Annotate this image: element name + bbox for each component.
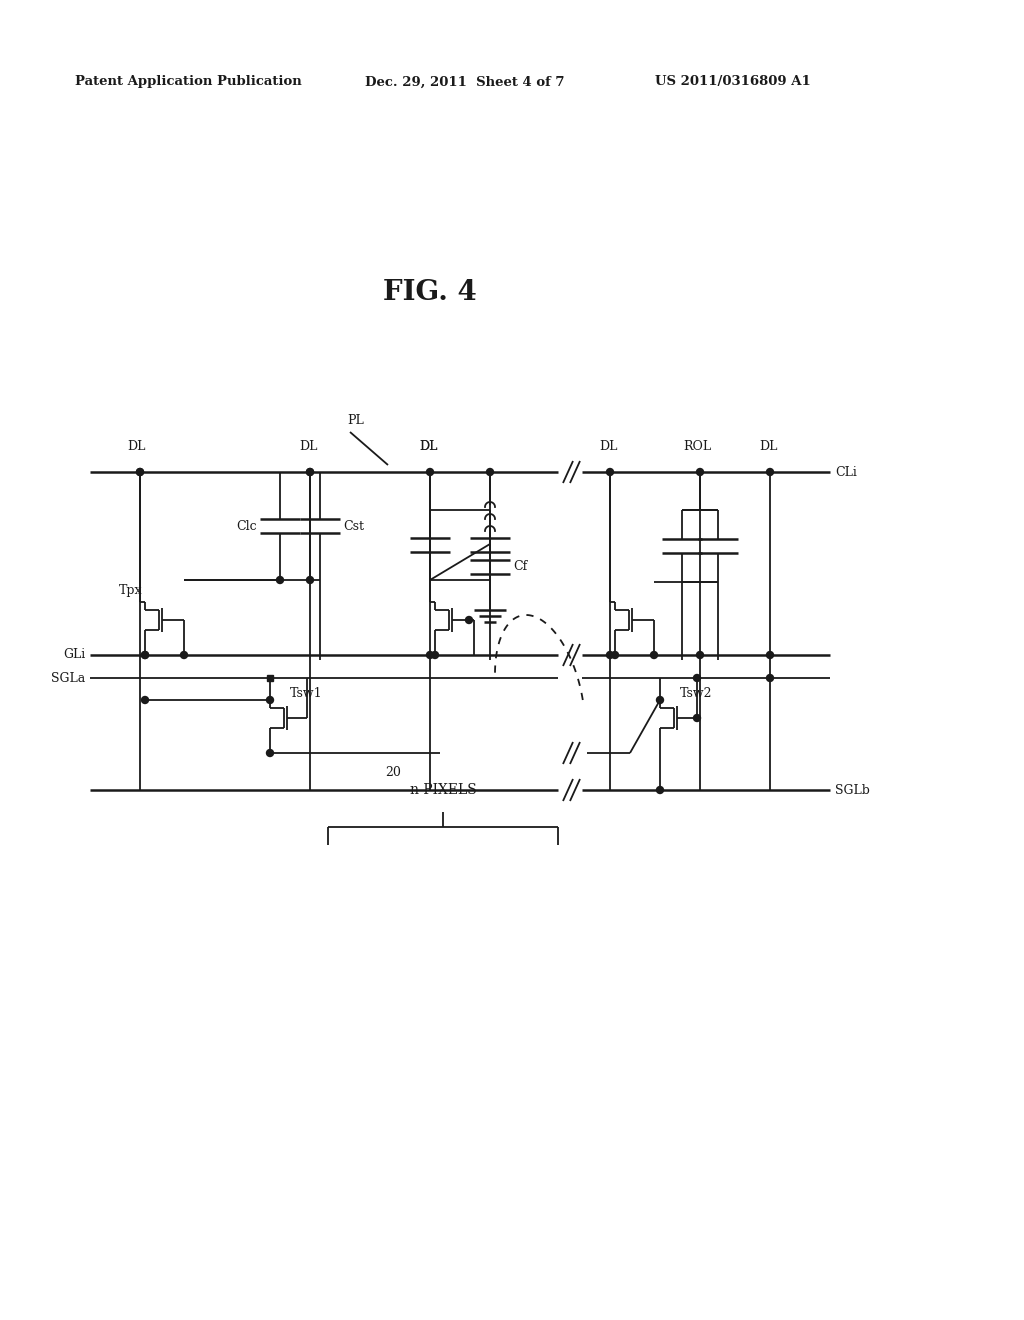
Circle shape — [656, 787, 664, 793]
Text: 20: 20 — [385, 767, 400, 780]
Text: Tsw2: Tsw2 — [680, 686, 713, 700]
Circle shape — [767, 652, 773, 659]
Circle shape — [141, 652, 148, 659]
Circle shape — [693, 714, 700, 722]
Circle shape — [306, 469, 313, 475]
Text: DL: DL — [419, 441, 437, 454]
Circle shape — [136, 469, 143, 475]
Circle shape — [141, 652, 148, 659]
Circle shape — [767, 469, 773, 475]
Text: DL: DL — [419, 441, 437, 454]
Circle shape — [266, 750, 273, 756]
Circle shape — [427, 652, 433, 659]
Circle shape — [650, 652, 657, 659]
Circle shape — [276, 577, 284, 583]
Circle shape — [306, 469, 313, 475]
Circle shape — [767, 675, 773, 681]
Circle shape — [431, 652, 438, 659]
Text: SGLa: SGLa — [51, 672, 85, 685]
Circle shape — [606, 652, 613, 659]
Text: ROL: ROL — [683, 441, 711, 454]
Circle shape — [696, 652, 703, 659]
Text: SGLb: SGLb — [835, 784, 869, 796]
Text: n PIXELS: n PIXELS — [410, 783, 476, 797]
Circle shape — [180, 652, 187, 659]
Circle shape — [696, 469, 703, 475]
Text: PL: PL — [347, 413, 364, 426]
Circle shape — [693, 675, 700, 681]
Circle shape — [606, 469, 613, 475]
Circle shape — [141, 697, 148, 704]
Bar — [267, 675, 273, 681]
Circle shape — [656, 697, 664, 704]
Text: FIG. 4: FIG. 4 — [383, 280, 477, 306]
Text: DL: DL — [759, 441, 777, 454]
Text: Patent Application Publication: Patent Application Publication — [75, 75, 302, 88]
Circle shape — [266, 697, 273, 704]
Text: Clc: Clc — [237, 520, 257, 532]
Circle shape — [611, 652, 618, 659]
Text: DL: DL — [299, 441, 317, 454]
Circle shape — [466, 616, 472, 623]
Circle shape — [486, 469, 494, 475]
Text: Tpx: Tpx — [119, 583, 142, 597]
Text: GLi: GLi — [62, 648, 85, 661]
Text: DL: DL — [599, 441, 617, 454]
Text: DL: DL — [127, 441, 145, 454]
Text: Tsw1: Tsw1 — [290, 686, 323, 700]
Circle shape — [306, 577, 313, 583]
Circle shape — [136, 469, 143, 475]
Text: US 2011/0316809 A1: US 2011/0316809 A1 — [655, 75, 811, 88]
Text: Cst: Cst — [343, 520, 364, 532]
Text: Cf: Cf — [513, 561, 527, 573]
Text: CLi: CLi — [835, 466, 857, 479]
Circle shape — [427, 469, 433, 475]
Text: Dec. 29, 2011  Sheet 4 of 7: Dec. 29, 2011 Sheet 4 of 7 — [365, 75, 564, 88]
